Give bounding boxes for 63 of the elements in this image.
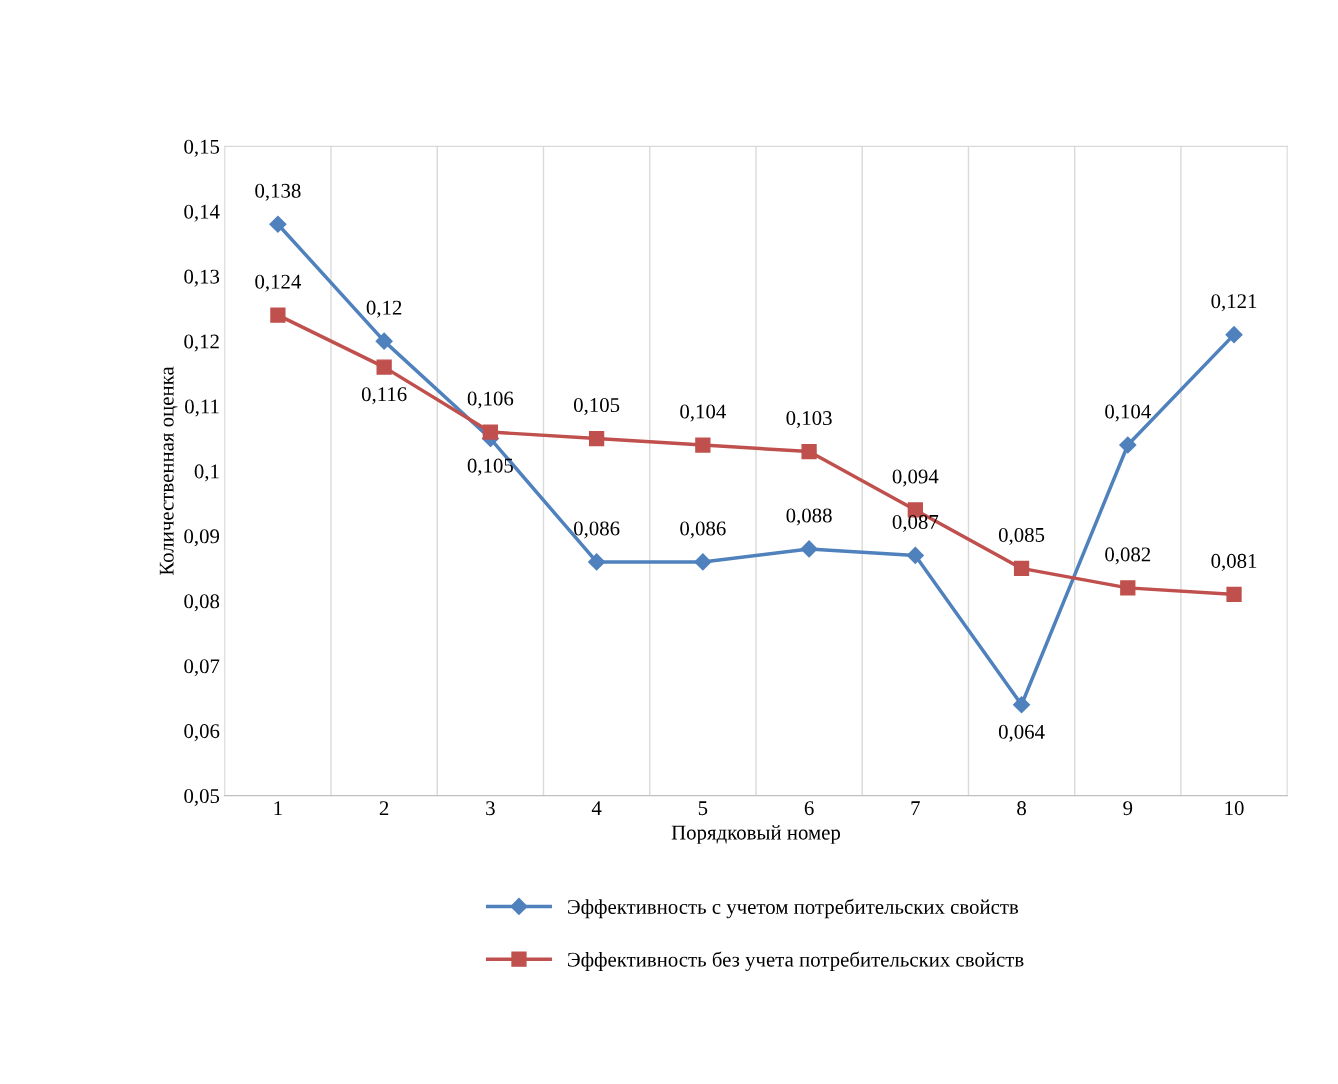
- data-label: 0,106: [467, 391, 514, 409]
- data-label: 0,064: [998, 724, 1045, 742]
- point: [588, 430, 605, 447]
- point: [482, 424, 499, 440]
- point: [694, 553, 712, 571]
- x-tick-label: 8: [1017, 801, 1026, 816]
- x-tick-label: 10: [1225, 801, 1244, 816]
- data-label: 0,104: [680, 404, 726, 422]
- point: [376, 359, 392, 375]
- data-label: 0,116: [361, 387, 407, 405]
- x-tick-label: 4: [591, 801, 602, 815]
- legend-label: Эффективность без учета потребительских свойств: [568, 951, 1024, 971]
- data-label: 0,121: [1211, 294, 1257, 312]
- y-tick-label: 0,13: [184, 269, 220, 287]
- point: [1120, 580, 1136, 596]
- data-label: 0,105: [573, 398, 620, 416]
- x-tick-label: 1: [274, 801, 282, 815]
- x-tick-label: 7: [911, 801, 920, 815]
- data-label: 0,104: [1105, 404, 1151, 422]
- y-tick-label: 0,07: [184, 659, 220, 677]
- x-tick-label: 5: [698, 801, 708, 816]
- data-label: 0,105: [467, 458, 513, 476]
- y-tick-label: 0,1: [194, 464, 219, 482]
- point: [1013, 696, 1031, 714]
- point: [801, 443, 817, 460]
- x-tick-label: 9: [1123, 801, 1133, 816]
- data-label: 0,086: [573, 521, 620, 539]
- x-tick-label: 6: [804, 801, 814, 816]
- point: [1226, 586, 1242, 603]
- point: [1119, 436, 1137, 454]
- data-label: 0,081: [1211, 553, 1257, 571]
- data-label: 0,088: [786, 508, 832, 526]
- y-tick-label: 0,05: [184, 789, 220, 807]
- point: [270, 307, 286, 323]
- point: [695, 437, 711, 453]
- data-label: 0,087: [892, 514, 939, 532]
- y-tick-label: 0,15: [184, 139, 220, 157]
- y-tick-label: 0,09: [184, 529, 220, 547]
- y-tick-label: 0,08: [184, 594, 220, 612]
- point: [375, 332, 393, 350]
- x-axis-title: Порядковый номер: [671, 825, 841, 844]
- data-label: 0,086: [680, 521, 726, 539]
- point: [1013, 560, 1030, 577]
- y-axis-title: Количественная оценка: [159, 366, 178, 576]
- y-tick-label: 0,11: [185, 399, 219, 417]
- data-label: 0,103: [786, 411, 832, 429]
- data-label: 0,082: [1105, 547, 1151, 565]
- data-label: 0,138: [255, 183, 301, 201]
- point: [800, 540, 818, 558]
- y-tick-label: 0,12: [184, 334, 219, 352]
- point: [1225, 326, 1243, 344]
- x-tick-label: 3: [486, 801, 495, 816]
- y-tick-label: 0,14: [184, 204, 220, 222]
- data-label: 0,094: [892, 469, 939, 487]
- x-tick-label: 2: [379, 801, 389, 815]
- data-label: 0,124: [255, 274, 302, 292]
- point: [588, 553, 606, 571]
- y-tick-label: 0,06: [184, 724, 220, 742]
- data-label: 0,085: [998, 527, 1045, 545]
- legend-label: Эффективность с учетом потребительских свойств: [568, 898, 1019, 919]
- point: [269, 215, 287, 233]
- data-label: 0,12: [366, 300, 402, 318]
- point: [906, 546, 924, 564]
